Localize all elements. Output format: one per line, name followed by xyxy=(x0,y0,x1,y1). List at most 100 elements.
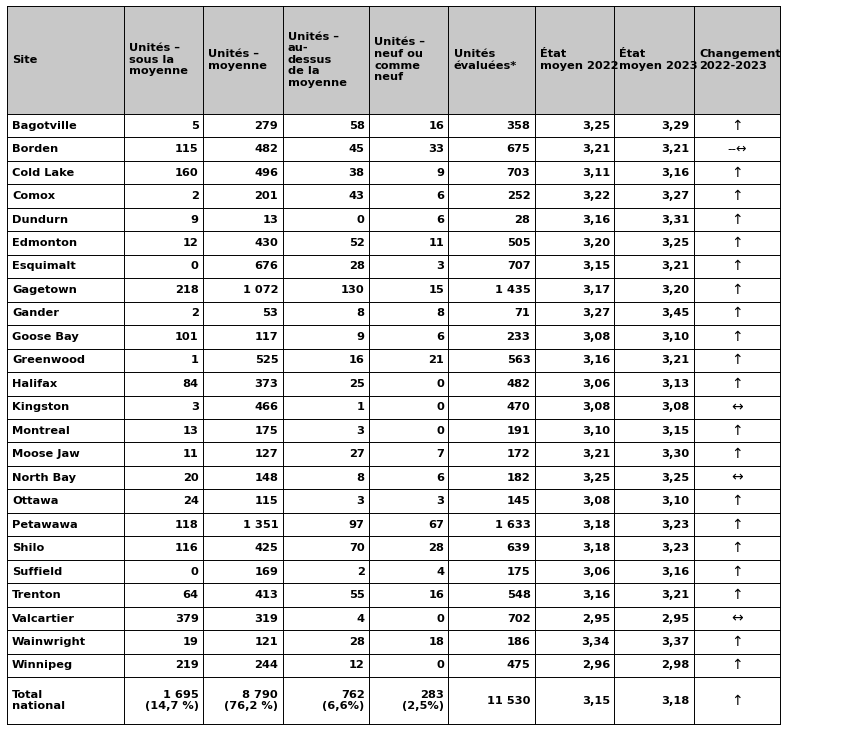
Text: 702: 702 xyxy=(507,613,530,623)
Text: 1: 1 xyxy=(357,402,365,412)
Text: 116: 116 xyxy=(175,543,199,553)
Bar xyxy=(7,607,780,630)
Text: 319: 319 xyxy=(254,613,278,623)
Text: 8 790
(76,2 %): 8 790 (76,2 %) xyxy=(225,690,278,712)
Text: 33: 33 xyxy=(428,144,444,154)
Text: 175: 175 xyxy=(255,426,278,436)
Text: 8: 8 xyxy=(357,473,365,483)
Text: 19: 19 xyxy=(183,637,199,647)
Text: 9: 9 xyxy=(191,215,199,225)
Text: 548: 548 xyxy=(506,590,530,600)
Text: ↑: ↑ xyxy=(731,494,743,508)
Text: Unités –
sous la
moyenne: Unités – sous la moyenne xyxy=(129,43,187,77)
Text: 1 351: 1 351 xyxy=(243,520,278,530)
Text: 0: 0 xyxy=(191,261,199,272)
Text: 3,17: 3,17 xyxy=(581,285,610,295)
Text: 219: 219 xyxy=(175,661,199,670)
Bar xyxy=(7,372,780,396)
Text: --↔: --↔ xyxy=(727,142,746,155)
Text: Bagotville: Bagotville xyxy=(12,120,77,131)
Text: 430: 430 xyxy=(254,238,278,248)
Text: 4: 4 xyxy=(357,613,365,623)
Bar xyxy=(7,654,780,677)
Text: 218: 218 xyxy=(175,285,199,295)
Bar xyxy=(7,325,780,349)
Text: ↑: ↑ xyxy=(731,377,743,391)
Text: Changement
2022-2023: Changement 2022-2023 xyxy=(699,49,781,71)
Text: 3,22: 3,22 xyxy=(581,191,610,201)
Text: 11 530: 11 530 xyxy=(487,696,530,706)
Text: ↔: ↔ xyxy=(731,471,743,485)
Text: Unités –
au-
dessus
de la
moyenne: Unités – au- dessus de la moyenne xyxy=(288,31,346,88)
Text: 676: 676 xyxy=(254,261,278,272)
Text: 3,06: 3,06 xyxy=(581,566,610,577)
Text: 3,11: 3,11 xyxy=(581,168,610,177)
Bar xyxy=(7,184,780,208)
Text: 3,29: 3,29 xyxy=(661,120,689,131)
Text: 28: 28 xyxy=(349,261,365,272)
Text: 1 633: 1 633 xyxy=(494,520,530,530)
Text: 16: 16 xyxy=(349,356,365,365)
Text: 3,20: 3,20 xyxy=(661,285,689,295)
Text: 3: 3 xyxy=(191,402,199,412)
Text: Shilo: Shilo xyxy=(12,543,44,553)
Text: 121: 121 xyxy=(255,637,278,647)
Text: ↑: ↑ xyxy=(731,694,743,707)
Text: Unités –
moyenne: Unités – moyenne xyxy=(208,49,267,71)
Bar xyxy=(7,513,780,537)
Text: ↑: ↑ xyxy=(731,283,743,297)
Text: 169: 169 xyxy=(254,566,278,577)
Text: 0: 0 xyxy=(191,566,199,577)
Text: 0: 0 xyxy=(436,426,444,436)
Text: 3,16: 3,16 xyxy=(581,356,610,365)
Text: 563: 563 xyxy=(506,356,530,365)
Text: 1 435: 1 435 xyxy=(495,285,530,295)
Text: 413: 413 xyxy=(254,590,278,600)
Text: 3,08: 3,08 xyxy=(661,402,689,412)
Text: 191: 191 xyxy=(507,426,530,436)
Text: 3,23: 3,23 xyxy=(661,520,689,530)
Text: 2: 2 xyxy=(191,308,199,318)
Text: 127: 127 xyxy=(255,449,278,459)
Text: ↑: ↑ xyxy=(731,118,743,133)
Text: 16: 16 xyxy=(429,590,444,600)
Text: Unités
évaluées*: Unités évaluées* xyxy=(454,49,517,71)
Text: 115: 115 xyxy=(175,144,199,154)
Text: 3,20: 3,20 xyxy=(581,238,610,248)
Bar xyxy=(7,419,780,442)
Text: 6: 6 xyxy=(436,191,444,201)
Text: 28: 28 xyxy=(515,215,530,225)
Text: ↑: ↑ xyxy=(731,259,743,274)
Text: ↑: ↑ xyxy=(731,330,743,344)
Text: 3,21: 3,21 xyxy=(581,449,610,459)
Text: État
moyen 2022: État moyen 2022 xyxy=(540,49,619,71)
Text: 84: 84 xyxy=(182,379,199,389)
Bar xyxy=(7,137,780,161)
Text: 6: 6 xyxy=(436,473,444,483)
Bar xyxy=(7,349,780,372)
Text: 117: 117 xyxy=(255,332,278,342)
Text: 762
(6,6%): 762 (6,6%) xyxy=(322,690,365,712)
Text: ↑: ↑ xyxy=(731,353,743,367)
Text: 3,25: 3,25 xyxy=(581,120,610,131)
Text: 3,21: 3,21 xyxy=(661,144,689,154)
Text: 3,21: 3,21 xyxy=(661,356,689,365)
Text: ↑: ↑ xyxy=(731,564,743,579)
Text: 1: 1 xyxy=(191,356,199,365)
Text: 0: 0 xyxy=(436,379,444,389)
Text: 3,13: 3,13 xyxy=(661,379,689,389)
Text: Ottawa: Ottawa xyxy=(12,496,59,506)
Text: 0: 0 xyxy=(357,215,365,225)
Text: Gander: Gander xyxy=(12,308,59,318)
Text: 466: 466 xyxy=(254,402,278,412)
Text: 130: 130 xyxy=(341,285,365,295)
Text: 6: 6 xyxy=(436,215,444,225)
Text: 3,16: 3,16 xyxy=(581,215,610,225)
Text: 9: 9 xyxy=(357,332,365,342)
Bar xyxy=(7,255,780,278)
Text: ↑: ↑ xyxy=(731,166,743,180)
Text: 373: 373 xyxy=(254,379,278,389)
Text: 67: 67 xyxy=(429,520,444,530)
Text: 379: 379 xyxy=(175,613,199,623)
Text: 3,15: 3,15 xyxy=(581,696,610,706)
